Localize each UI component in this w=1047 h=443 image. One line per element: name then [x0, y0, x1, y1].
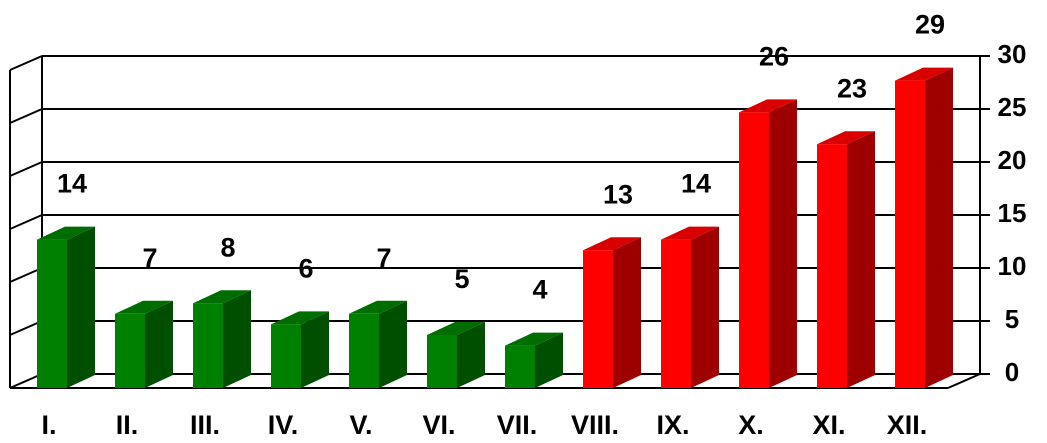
bar: [505, 332, 563, 388]
bar-side: [457, 322, 485, 388]
bar: [739, 99, 797, 389]
grid-line-side: [9, 267, 43, 283]
bar-top: [505, 332, 563, 346]
bar-side: [223, 290, 251, 388]
x-tick-label: VII.: [497, 410, 538, 440]
bar: [427, 322, 485, 388]
bar-top: [115, 300, 173, 314]
bar-front: [115, 313, 145, 388]
bar: [271, 311, 329, 388]
bar-top: [193, 290, 251, 304]
value-label: 29: [915, 10, 945, 40]
x-tick-label: IX.: [656, 410, 689, 440]
bar-side: [67, 226, 95, 388]
bar-side: [925, 67, 953, 388]
bar-top: [583, 237, 641, 251]
bar-side: [535, 332, 563, 388]
x-tick-label: XII.: [887, 410, 928, 440]
x-tick-label: VIII.: [571, 410, 619, 440]
value-label: 5: [454, 264, 469, 294]
bar: [895, 67, 953, 388]
bar-top: [37, 226, 95, 240]
x-tick-label: V.: [349, 410, 372, 440]
bar-front: [817, 144, 847, 388]
value-label: 4: [532, 275, 547, 305]
y-tick-label: 25: [998, 92, 1027, 122]
floor-right: [947, 373, 981, 389]
bar: [349, 300, 407, 388]
bar-side: [847, 131, 875, 388]
bar-top: [349, 300, 407, 314]
y-tick-label: 0: [1005, 357, 1019, 387]
bar-side: [145, 300, 173, 388]
bar: [115, 300, 173, 388]
grid-line-side: [9, 320, 43, 336]
bar-side: [691, 226, 719, 388]
value-label: 26: [759, 42, 789, 72]
x-tick-label: VI.: [422, 410, 455, 440]
bar: [37, 226, 95, 388]
y-tick-label: 15: [998, 198, 1027, 228]
bar-side: [379, 300, 407, 388]
y-tick-label: 10: [998, 251, 1027, 281]
grid-line-side: [9, 161, 43, 177]
bar-side: [769, 99, 797, 389]
y-tick-label: 30: [998, 39, 1027, 69]
bar-side: [613, 237, 641, 388]
bar-top: [895, 67, 953, 81]
bar-top: [271, 311, 329, 325]
bar-front: [193, 303, 223, 388]
x-tick-label: X.: [738, 410, 764, 440]
bar-top: [817, 131, 875, 145]
x-tick-label: II.: [116, 410, 139, 440]
bar-front: [895, 80, 925, 388]
bar-front: [349, 313, 379, 388]
bar-top: [739, 99, 797, 113]
grid-line-side: [9, 108, 43, 124]
x-tick-label: III.: [190, 410, 220, 440]
y-tick-label: 5: [1005, 304, 1019, 334]
bar: [817, 131, 875, 388]
bar-top: [661, 226, 719, 240]
value-label: 13: [603, 179, 633, 209]
bar-front: [505, 345, 535, 388]
x-tick-label: IV.: [268, 410, 299, 440]
grid-line-side: [9, 373, 43, 389]
value-label: 8: [220, 232, 235, 262]
value-label: 7: [142, 243, 157, 273]
bar: [193, 290, 251, 388]
grid-line-side: [9, 55, 43, 71]
y-tick-label: 20: [998, 145, 1027, 175]
bar-front: [661, 239, 691, 388]
bar-front: [583, 250, 613, 388]
value-label: 14: [57, 169, 87, 199]
grid-line-side: [9, 214, 43, 230]
value-label: 23: [837, 73, 867, 103]
bar-front: [271, 324, 301, 388]
bar: [583, 237, 641, 388]
bar-front: [37, 239, 67, 388]
bar: [661, 226, 719, 388]
bar-front: [427, 335, 457, 388]
value-label: 7: [376, 243, 391, 273]
bar-front: [739, 112, 769, 389]
x-tick-label: I.: [41, 410, 56, 440]
x-tick-label: XI.: [812, 410, 845, 440]
value-label: 14: [681, 169, 711, 199]
bar-side: [301, 311, 329, 388]
value-label: 6: [298, 254, 313, 284]
bar-top: [427, 322, 485, 335]
